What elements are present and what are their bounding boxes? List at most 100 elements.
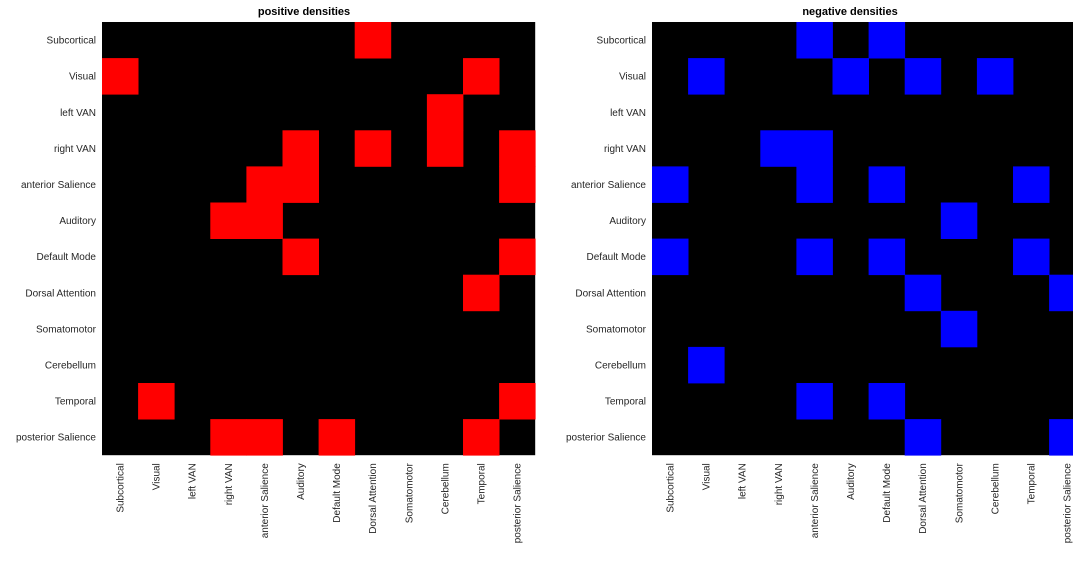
y-tick-label-subcortical: Subcortical bbox=[47, 36, 96, 47]
y-tick-label-temporal: Temporal bbox=[55, 397, 96, 408]
heatmap-cell bbox=[138, 383, 175, 420]
chart-title: positive densities bbox=[258, 6, 350, 18]
heatmap-cell bbox=[463, 58, 500, 95]
y-tick-label-auditory: Auditory bbox=[59, 216, 96, 227]
y-tick-label-right-van: right VAN bbox=[604, 144, 646, 155]
y-tick-label-anterior-salience: anterior Salience bbox=[21, 180, 96, 191]
heatmap-cell bbox=[688, 346, 725, 384]
heatmap-cell bbox=[463, 419, 500, 456]
heatmap-cell bbox=[796, 166, 833, 203]
x-tick-label-left-van: left VAN bbox=[738, 463, 749, 499]
x-tick-label-temporal: Temporal bbox=[1027, 463, 1038, 504]
x-tick-label-default-mode: Default Mode bbox=[332, 463, 343, 523]
y-tick-label-dorsal-attention: Dorsal Attention bbox=[575, 288, 646, 299]
x-tick-label-right-van: right VAN bbox=[224, 463, 235, 505]
heatmap-cell bbox=[246, 202, 283, 239]
heatmap-cell bbox=[796, 383, 833, 420]
heatmap-cell bbox=[246, 166, 283, 203]
heatmap-cell bbox=[499, 166, 536, 203]
x-tick-label-right-van: right VAN bbox=[774, 463, 785, 505]
heatmap-cell bbox=[688, 58, 725, 95]
x-tick-label-dorsal-attention: Dorsal Attention bbox=[368, 463, 379, 534]
x-tick-label-anterior-salience: anterior Salience bbox=[260, 463, 271, 538]
y-tick-label-somatomotor: Somatomotor bbox=[586, 324, 647, 335]
heatmap-cell bbox=[463, 274, 500, 312]
positive-densities-heatmap: positive densities Subcortical Visual left… bbox=[16, 6, 536, 543]
x-tick-label-subcortical: Subcortical bbox=[666, 463, 677, 512]
x-tick-label-visual: Visual bbox=[702, 463, 713, 490]
y-tick-label-cerebellum: Cerebellum bbox=[595, 360, 646, 371]
heatmap-cell bbox=[904, 419, 942, 456]
y-tick-label-right-van: right VAN bbox=[54, 144, 96, 155]
y-tick-label-default-mode: Default Mode bbox=[37, 252, 97, 263]
heatmap-cell bbox=[210, 202, 247, 239]
heatmap-cell bbox=[499, 238, 536, 276]
heatmap-cell bbox=[796, 130, 833, 167]
heatmap-cell bbox=[868, 383, 906, 420]
x-tick-label-auditory: Auditory bbox=[296, 463, 307, 500]
x-tick-label-posterior-salience: posterior Salience bbox=[1063, 463, 1073, 543]
heatmap-cell bbox=[652, 166, 689, 203]
y-tick-label-subcortical: Subcortical bbox=[597, 36, 646, 47]
y-tick-label-auditory: Auditory bbox=[609, 216, 646, 227]
heatmap-cell bbox=[868, 166, 906, 203]
heatmap-cell bbox=[760, 130, 797, 167]
heatmap-cell bbox=[796, 238, 833, 276]
heatmap-cell bbox=[282, 130, 319, 167]
heatmap-cell bbox=[426, 94, 464, 131]
x-tick-label-cerebellum: Cerebellum bbox=[440, 463, 451, 514]
heatmap-cell bbox=[1013, 166, 1050, 203]
x-tick-label-left-van: left VAN bbox=[188, 463, 199, 499]
heatmap-cell bbox=[318, 419, 356, 456]
heatmap-cell bbox=[354, 22, 392, 59]
heatmap-cell bbox=[282, 238, 319, 276]
heatmap-cell bbox=[940, 310, 978, 348]
y-tick-label-somatomotor: Somatomotor bbox=[36, 324, 97, 335]
x-tick-label-default-mode: Default Mode bbox=[882, 463, 893, 523]
heatmap-cell bbox=[426, 130, 464, 167]
x-tick-label-temporal: Temporal bbox=[477, 463, 488, 504]
x-tick-label-subcortical: Subcortical bbox=[116, 463, 127, 512]
y-tick-label-posterior-salience: posterior Salience bbox=[566, 433, 646, 444]
chart-title: negative densities bbox=[802, 6, 897, 18]
heatmap-cell bbox=[796, 22, 833, 59]
negative-densities-heatmap: negative densities Subcortical Visual left… bbox=[566, 6, 1073, 543]
heatmap-cell bbox=[976, 58, 1014, 95]
heatmap-cell bbox=[868, 22, 906, 59]
heatmap-cell bbox=[1013, 238, 1050, 276]
heatmap-cell bbox=[1049, 274, 1073, 312]
y-tick-label-left-van: left VAN bbox=[60, 108, 96, 119]
heatmap-cell bbox=[832, 58, 869, 95]
y-tick-label-posterior-salience: posterior Salience bbox=[16, 433, 96, 444]
heatmap-cell bbox=[246, 419, 283, 456]
heatmap-cell bbox=[652, 238, 689, 276]
x-tick-label-somatomotor: Somatomotor bbox=[404, 463, 415, 524]
heatmap-cell bbox=[282, 166, 319, 203]
x-tick-label-anterior-salience: anterior Salience bbox=[810, 463, 821, 538]
heatmap-cell bbox=[904, 58, 942, 95]
y-tick-label-anterior-salience: anterior Salience bbox=[571, 180, 646, 191]
heatmap-cell bbox=[499, 130, 536, 167]
heatmap-cell bbox=[499, 383, 536, 420]
y-tick-label-left-van: left VAN bbox=[610, 108, 646, 119]
x-tick-label-dorsal-attention: Dorsal Attention bbox=[918, 463, 929, 534]
heatmap-cell bbox=[904, 274, 942, 312]
y-tick-label-visual: Visual bbox=[69, 72, 96, 83]
x-tick-label-auditory: Auditory bbox=[846, 463, 857, 500]
heatmap-cell bbox=[210, 419, 247, 456]
heatmap-cell bbox=[868, 238, 906, 276]
heatmap-cell bbox=[940, 202, 978, 239]
x-tick-label-visual: Visual bbox=[152, 463, 163, 490]
heatmap-cell bbox=[354, 130, 392, 167]
y-tick-label-visual: Visual bbox=[619, 72, 646, 83]
y-tick-label-temporal: Temporal bbox=[605, 397, 646, 408]
heatmap-cell bbox=[102, 58, 139, 95]
y-tick-label-default-mode: Default Mode bbox=[587, 252, 647, 263]
heatmap-cell bbox=[1049, 419, 1073, 456]
y-tick-label-dorsal-attention: Dorsal Attention bbox=[25, 288, 96, 299]
x-tick-label-posterior-salience: posterior Salience bbox=[513, 463, 524, 543]
x-tick-label-cerebellum: Cerebellum bbox=[990, 463, 1001, 514]
y-tick-label-cerebellum: Cerebellum bbox=[45, 360, 96, 371]
x-tick-label-somatomotor: Somatomotor bbox=[954, 463, 965, 524]
